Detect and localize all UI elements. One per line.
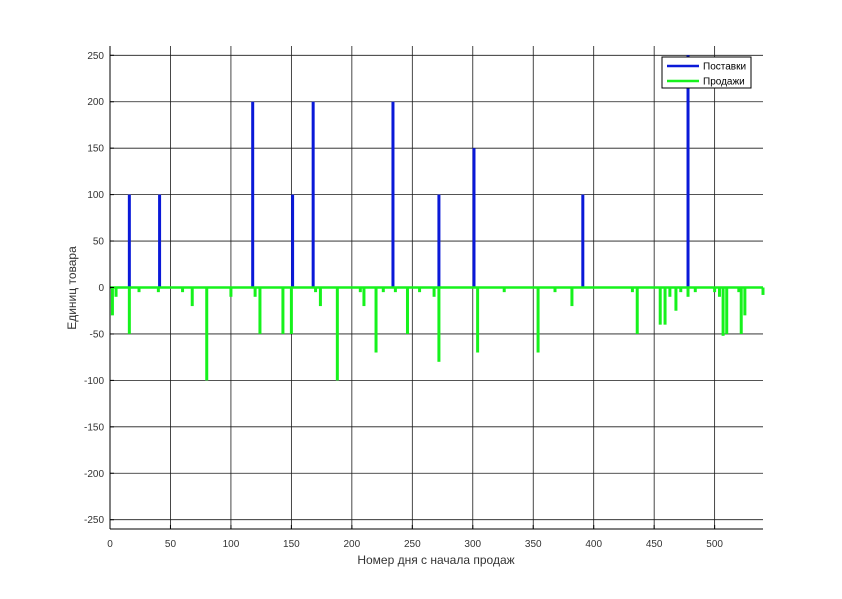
y-tick-label: 100: [87, 190, 104, 201]
bar: [761, 287, 765, 295]
bar: [432, 287, 436, 297]
bar: [663, 287, 667, 325]
x-tick-label: 400: [585, 539, 602, 550]
bar: [405, 287, 409, 334]
y-tick-label: -100: [84, 376, 104, 387]
y-tick-label: 0: [98, 283, 104, 294]
y-axis-label: Единиц товара: [65, 246, 79, 330]
bar: [335, 287, 339, 381]
bar: [181, 287, 185, 293]
bar: [291, 194, 295, 288]
x-tick-label: 250: [404, 539, 421, 550]
axes: [109, 46, 763, 530]
bar: [318, 287, 322, 307]
series-postavki: [127, 55, 690, 288]
bar: [289, 287, 293, 334]
x-tick-label: 200: [344, 539, 361, 550]
bar: [674, 287, 678, 311]
bar: [686, 55, 690, 288]
bar: [229, 287, 233, 297]
y-tick-label: 150: [87, 144, 104, 155]
bar: [314, 287, 318, 293]
bar: [502, 287, 506, 293]
bar: [739, 287, 743, 334]
bar: [630, 287, 634, 293]
legend-label: Поставки: [703, 62, 746, 73]
bar: [658, 287, 662, 325]
x-tick-label: 350: [525, 539, 542, 550]
y-tick-label: 50: [93, 237, 105, 248]
bar: [437, 194, 441, 288]
bar: [437, 287, 441, 362]
x-tick-label: 450: [646, 539, 663, 550]
bar: [281, 287, 285, 334]
series-prodazhi: [110, 287, 765, 381]
y-tick-label: -250: [84, 515, 104, 526]
bar: [127, 287, 131, 334]
bar: [725, 287, 729, 334]
x-tick-label: 500: [706, 539, 723, 550]
x-axis-label: Номер дня с начала продаж: [357, 553, 514, 567]
bar: [635, 287, 639, 334]
bar: [737, 287, 741, 293]
bar: [472, 148, 476, 288]
legend-label: Продажи: [703, 77, 745, 88]
bar: [536, 287, 540, 353]
bar: [693, 287, 697, 293]
legend: Поставки Продажи: [661, 56, 752, 89]
bar: [127, 194, 131, 288]
bar: [158, 194, 162, 288]
bar: [581, 194, 585, 288]
tick-labels: 0 50 100 150 200 250 300 350 400 450 500-250-200-1…: [84, 51, 723, 550]
bar: [418, 287, 422, 293]
bar: [205, 287, 209, 381]
bar: [743, 287, 747, 316]
bar: [253, 287, 257, 297]
bar: [251, 101, 255, 288]
y-tick-label: -200: [84, 469, 104, 480]
y-tick-label: -50: [90, 329, 105, 340]
bar: [476, 287, 480, 353]
bar: [679, 287, 683, 293]
bar: [668, 287, 672, 297]
bar: [570, 287, 574, 307]
bar: [686, 287, 690, 297]
bar: [137, 287, 141, 293]
bar: [374, 287, 378, 353]
y-tick-label: 200: [87, 97, 104, 108]
x-tick-label: 50: [165, 539, 177, 550]
y-tick-label: 250: [87, 51, 104, 62]
x-tick-label: 0: [107, 539, 113, 550]
bar: [358, 287, 362, 293]
bar: [258, 287, 262, 334]
bar: [393, 287, 397, 293]
bar: [362, 287, 366, 307]
bar: [311, 101, 315, 288]
bar: [381, 287, 385, 293]
bar: [553, 287, 557, 293]
bar: [391, 101, 395, 288]
x-tick-label: 300: [464, 539, 481, 550]
bar: [713, 287, 717, 293]
legend-box: [661, 56, 752, 89]
bar: [717, 287, 721, 297]
bar: [156, 287, 160, 293]
bar: [190, 287, 194, 307]
bar: [721, 287, 725, 336]
x-tick-label: 150: [283, 539, 300, 550]
bar: [110, 287, 114, 316]
y-tick-label: -150: [84, 422, 104, 433]
data-bars: [110, 55, 765, 381]
bar: [114, 287, 118, 297]
x-tick-label: 100: [223, 539, 240, 550]
